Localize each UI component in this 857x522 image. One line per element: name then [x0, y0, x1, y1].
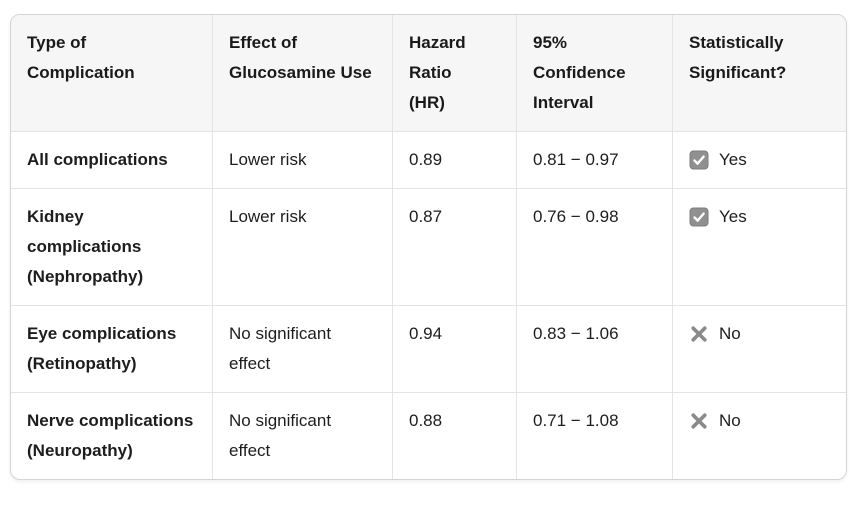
significant-label: Yes — [719, 207, 747, 226]
col-header-confidence-interval: 95% Confidence Interval — [517, 15, 673, 132]
header-row: Type of Complication Effect of Glucosami… — [11, 15, 846, 132]
cell-significant: Yes — [673, 189, 846, 306]
col-header-hazard-ratio: Hazard Ratio (HR) — [393, 15, 517, 132]
cell-type-of-complication: Eye complications (Retinopathy) — [11, 306, 213, 393]
cell-significant: Yes — [673, 132, 846, 189]
cell-hazard-ratio: 0.87 — [393, 189, 517, 306]
cell-confidence-interval: 0.71 − 1.08 — [517, 393, 673, 479]
glucosamine-complications-table: Type of Complication Effect of Glucosami… — [11, 15, 846, 479]
checked-checkbox-icon — [689, 150, 709, 170]
significant-label: No — [719, 411, 741, 430]
cell-type-of-complication: All complications — [11, 132, 213, 189]
cell-hazard-ratio: 0.89 — [393, 132, 517, 189]
col-header-effect: Effect of Glucosamine Use — [213, 15, 393, 132]
cell-confidence-interval: 0.83 − 1.06 — [517, 306, 673, 393]
cell-significant: No — [673, 393, 846, 479]
cell-type-of-complication: Nerve complications (Neuropathy) — [11, 393, 213, 479]
cell-effect: Lower risk — [213, 132, 393, 189]
cell-hazard-ratio: 0.88 — [393, 393, 517, 479]
col-header-statistically-significant: Statistically Significant? — [673, 15, 846, 132]
cell-significant: No — [673, 306, 846, 393]
table-row: All complications Lower risk 0.89 0.81 −… — [11, 132, 846, 189]
cell-effect: No significant effect — [213, 393, 393, 479]
table-row: Nerve complications (Neuropathy) No sign… — [11, 393, 846, 479]
significant-label: No — [719, 324, 741, 343]
x-mark-icon — [689, 324, 709, 344]
checked-checkbox-icon — [689, 207, 709, 227]
col-header-type-of-complication: Type of Complication — [11, 15, 213, 132]
x-mark-icon — [689, 411, 709, 431]
cell-hazard-ratio: 0.94 — [393, 306, 517, 393]
cell-confidence-interval: 0.81 − 0.97 — [517, 132, 673, 189]
table-row: Eye complications (Retinopathy) No signi… — [11, 306, 846, 393]
significant-label: Yes — [719, 150, 747, 169]
table-row: Kidney complications (Nephropathy) Lower… — [11, 189, 846, 306]
cell-effect: Lower risk — [213, 189, 393, 306]
complications-table-card: Type of Complication Effect of Glucosami… — [10, 14, 847, 480]
cell-effect: No significant effect — [213, 306, 393, 393]
cell-confidence-interval: 0.76 − 0.98 — [517, 189, 673, 306]
cell-type-of-complication: Kidney complications (Nephropathy) — [11, 189, 213, 306]
